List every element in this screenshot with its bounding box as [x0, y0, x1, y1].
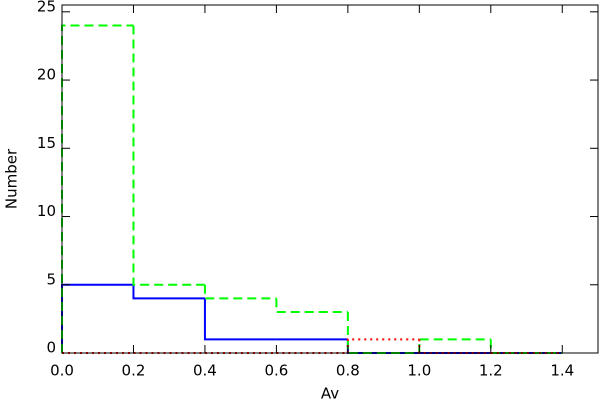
histogram-step	[203, 298, 277, 341]
histogram-step	[61, 24, 134, 353]
histogram-step	[132, 284, 205, 300]
x-tick-label: 0.4	[193, 362, 217, 380]
histogram-step	[418, 339, 491, 354]
histogram-series	[61, 283, 563, 354]
histogram-step	[489, 339, 563, 354]
y-tick-label: 25	[37, 0, 56, 15]
x-tick-label: 0.0	[50, 362, 74, 380]
y-tick-label: 20	[37, 66, 56, 84]
x-tick-label: 0.2	[122, 362, 146, 380]
x-tick-label: 0.6	[264, 362, 288, 380]
plot-frame	[61, 4, 599, 354]
histogram-step	[346, 338, 420, 353]
histogram-series	[61, 24, 563, 354]
histogram-step	[418, 338, 491, 353]
x-tick-label: 1.0	[407, 362, 431, 380]
histogram-step	[61, 283, 134, 353]
histogram-step	[203, 284, 277, 300]
x-tick-label: 1.4	[550, 362, 574, 380]
histogram-step	[346, 339, 420, 354]
y-tick-label: 0	[46, 339, 56, 357]
x-tick-label: 1.2	[479, 362, 503, 380]
histogram-step	[346, 312, 420, 354]
y-tick-label: 15	[37, 134, 56, 152]
y-tick-label: 10	[37, 202, 56, 220]
y-tick-label: 5	[46, 270, 56, 288]
histogram-step	[275, 298, 348, 314]
histogram-step	[132, 25, 205, 286]
x-axis-label: Av	[321, 385, 339, 403]
histogram-series	[62, 338, 563, 354]
x-tick-label: 0.8	[336, 362, 360, 380]
y-axis-label: Number	[3, 148, 21, 209]
